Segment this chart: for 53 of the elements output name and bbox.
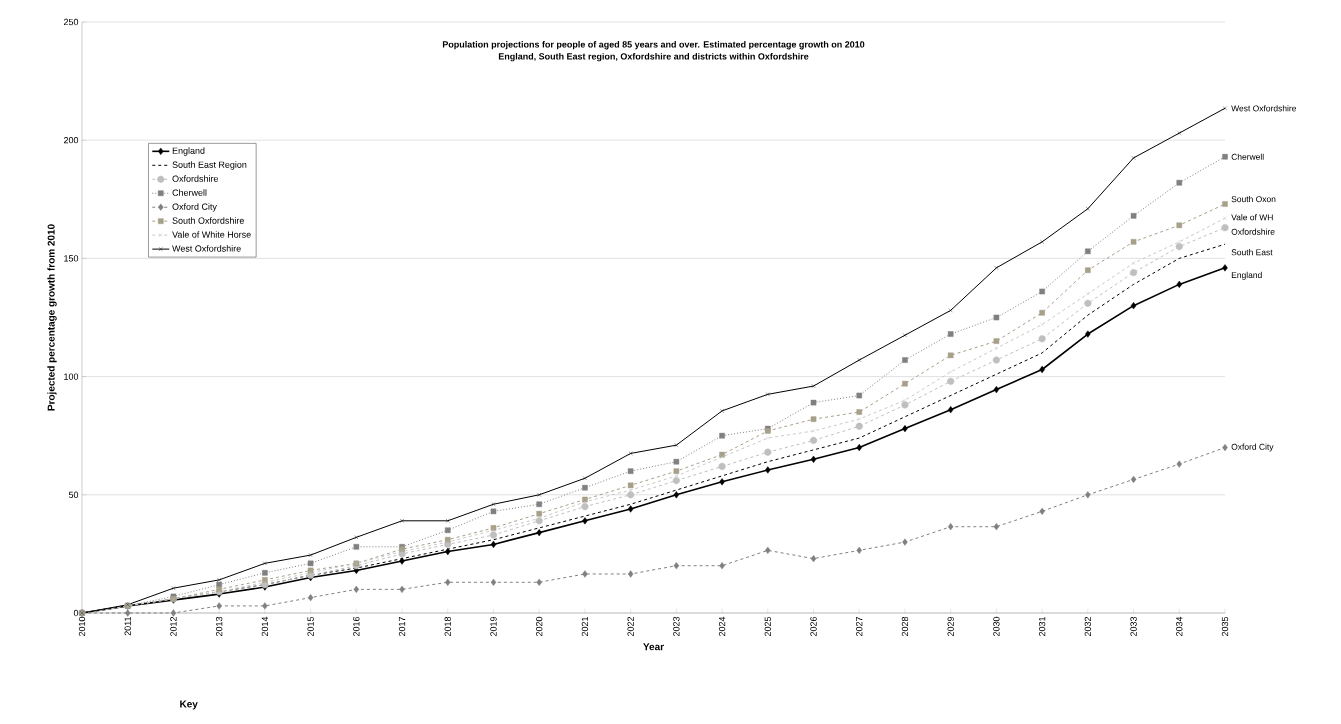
legend-label: South East Region [172, 161, 247, 170]
x-tick-label: 2023 [673, 616, 680, 637]
x-tick-label: 2012 [170, 616, 177, 637]
text: England, South East region, Oxfordshire and districts within Oxfordshire [498, 52, 809, 62]
x-tick-label: 2025 [764, 616, 771, 637]
x-tick-label: 2028 [901, 616, 909, 637]
legend-label: Oxford City [172, 203, 217, 212]
annotation: Vale of WH [1231, 214, 1273, 221]
legend-label: Cherwell [172, 189, 207, 196]
x-axis-title: Year [643, 643, 664, 651]
y-axis-title: Projected percentage growth from 2010 [47, 224, 57, 411]
annotation: South Oxon [1231, 195, 1276, 203]
legend-label: England [172, 147, 205, 156]
y-tick-label: 250 [63, 18, 79, 26]
x-tick-label: 2026 [810, 616, 817, 637]
y-tick-label: 100 [64, 373, 79, 380]
legend-label: Oxfordshire [172, 175, 219, 182]
x-tick-label: 2032 [1084, 616, 1092, 637]
x-tick-label: 2035 [1221, 616, 1229, 637]
x-tick-label: 2016 [353, 616, 360, 637]
annotation: Oxfordshire [1231, 228, 1275, 235]
x-tick-label: 2018 [444, 616, 451, 637]
x-tick-label: 2031 [1038, 616, 1046, 637]
legend-label: Vale of White Horse [172, 231, 251, 238]
legend-label: South Oxfordshire [172, 217, 244, 224]
annotation: Oxford City [1231, 443, 1274, 452]
annotation: South East [1231, 249, 1273, 256]
x-tick-label: 2020 [536, 616, 543, 637]
x-tick-label: 2019 [490, 616, 497, 637]
annotation: England [1231, 271, 1262, 280]
x-tick-label: 2030 [993, 616, 1000, 637]
text: Key [180, 700, 198, 710]
x-tick-label: 2033 [1130, 616, 1137, 637]
y-tick-label: 200 [63, 137, 79, 144]
annotation: Cherwell [1231, 153, 1264, 160]
x-tick-label: 2010 [78, 616, 86, 637]
y-tick-label: 0 [73, 609, 79, 617]
x-tick-label: 2029 [947, 616, 954, 637]
x-tick-label: 2024 [718, 616, 726, 637]
x-tick-label: 2011 [124, 616, 131, 636]
x-tick-label: 2022 [627, 616, 634, 637]
y-tick-label: 50 [68, 491, 79, 498]
x-tick-label: 2013 [215, 616, 223, 637]
x-tick-label: 2021 [581, 616, 589, 637]
x-tick-label: 2027 [856, 616, 863, 637]
x-tick-label: 2014 [261, 616, 269, 637]
annotation: West Oxfordshire [1231, 105, 1297, 112]
y-tick-label: 150 [64, 255, 79, 262]
x-tick-label: 2015 [307, 616, 314, 637]
x-tick-label: 2017 [398, 616, 406, 637]
text: Population projections for people of aged 85 years and over. Estimated percentage growth on 2010 [442, 41, 865, 50]
legend-label: West Oxfordshire [172, 245, 241, 252]
x-tick-label: 2034 [1176, 616, 1183, 637]
